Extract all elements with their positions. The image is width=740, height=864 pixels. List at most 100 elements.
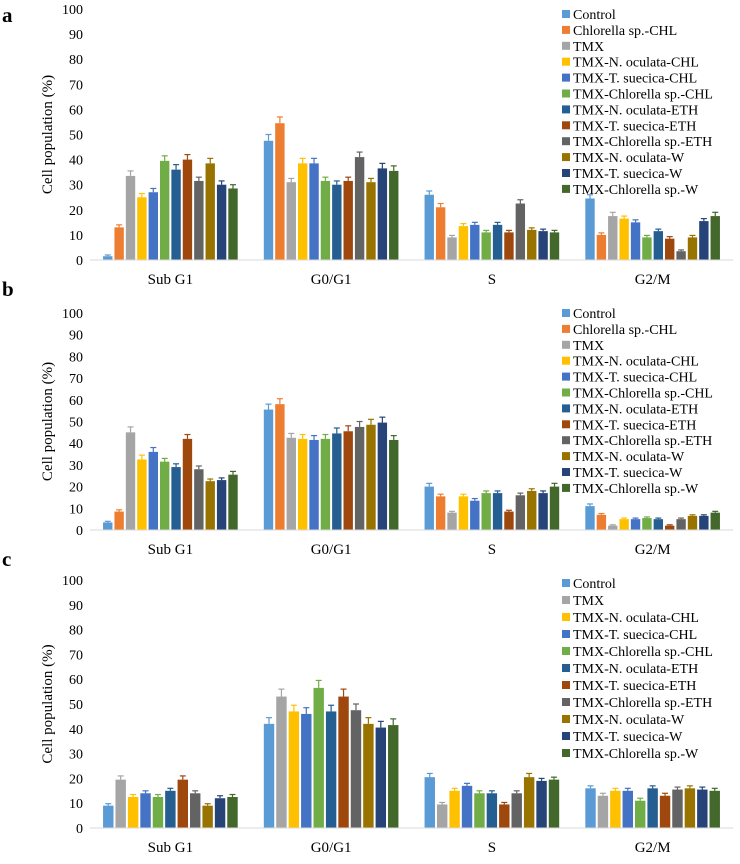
legend-swatch-tmx-chlorella-sp-w: [562, 483, 570, 492]
y-tick-label: 60: [69, 673, 83, 688]
y-tick-label: 10: [69, 229, 83, 244]
bar-tmx-chlorella-sp-eth-g0-g1: [354, 426, 365, 530]
bar-tmx-n-oculata-chl-sub-g1: [137, 197, 147, 260]
bar-tmx-t-suecica-chl-g2-m: [630, 519, 641, 530]
y-axis-label: Cell population (%): [40, 75, 56, 194]
bar-tmx-chlorella-sp-eth-s: [515, 203, 526, 260]
bar-control-sub-g1: [103, 805, 114, 828]
bar-tmx-n-oculata-chl-g0-g1: [288, 711, 300, 828]
bar-tmx-n-oculata-eth-g0-g1: [332, 433, 342, 530]
legend-label-control: Control: [573, 8, 616, 23]
bar-tmx-n-oculata-chl-s: [458, 496, 469, 530]
bar-chlorella-sp-chl-g0-g1: [275, 404, 285, 530]
bar-tmx-t-suecica-chl-sub-g1: [148, 451, 158, 530]
bar-tmx-n-oculata-chl-g0-g1: [297, 438, 308, 530]
bar-tmx-n-oculata-chl-g2-m: [610, 790, 621, 828]
bar-tmx-chlorella-sp-chl-sub-g1: [159, 461, 170, 530]
bar-tmx-chlorella-sp-chl-sub-g1: [159, 160, 170, 260]
legend-swatch-tmx-t-suecica-chl: [562, 630, 570, 638]
panel-a: a 0 10 20 30 40 50 60 70 80 90 100 Cell population …: [2, 3, 733, 288]
legend-swatch-tmx-t-suecica-eth: [562, 420, 570, 429]
legend-swatch-tmx-n-oculata-w: [562, 715, 570, 723]
y-tick-label: 60: [69, 103, 83, 118]
legend-label-tmx: TMX: [573, 40, 604, 55]
bar-control-g0-g1: [263, 409, 274, 530]
legend-swatch-tmx-n-oculata-chl: [562, 613, 570, 621]
bar-chlorella-sp-chl-s: [435, 496, 446, 530]
bar-tmx-g0-g1: [276, 696, 287, 828]
bar-tmx-t-suecica-chl-s: [470, 224, 480, 260]
bar-tmx-chlorella-sp-w-g0-g1: [388, 725, 399, 828]
legend-label-tmx-t-suecica-w: TMX-T. suecica-W: [573, 730, 683, 745]
y-tick-label: 20: [69, 481, 83, 496]
legend-label-tmx-chlorella-sp-eth: TMX-Chlorella sp.-ETH: [573, 434, 712, 449]
y-tick-label: 50: [69, 129, 83, 144]
bar-control-g2-m: [585, 788, 596, 828]
y-tick-label: 90: [69, 329, 83, 344]
bar-tmx-chlorella-sp-chl-s: [474, 793, 485, 828]
bar-tmx-g0-g1: [286, 437, 296, 530]
bar-chlorella-sp-chl-g2-m: [596, 514, 607, 530]
bar-tmx-chlorella-sp-eth-g2-m: [672, 789, 683, 828]
bar-tmx-chlorella-sp-chl-g0-g1: [320, 438, 331, 530]
panel-c: c 0 10 20 30 40 50 60 70 80 90 100 Cell population …: [2, 547, 733, 856]
bar-tmx-chlorella-sp-eth-g2-m: [676, 519, 686, 530]
legend-swatch-tmx-chlorella-sp-eth: [562, 698, 570, 706]
bar-tmx-chlorella-sp-eth-sub-g1: [194, 469, 204, 530]
legend-swatch-tmx-t-suecica-w: [562, 732, 570, 740]
y-tick-label: 70: [69, 78, 83, 93]
bar-tmx-t-suecica-w-g0-g1: [377, 168, 388, 260]
bar-chlorella-sp-chl-sub-g1: [114, 511, 124, 530]
legend-label-tmx-n-oculata-eth: TMX-N. oculata-ETH: [573, 402, 698, 417]
bar-tmx-sub-g1: [115, 779, 126, 828]
bar-control-g0-g1: [263, 723, 275, 828]
legend-label-tmx-n-oculata-chl: TMX-N. oculata-CHL: [573, 611, 699, 626]
bar-control-s: [424, 486, 434, 530]
legend-swatch-tmx-t-suecica-eth: [562, 681, 570, 689]
bar-tmx-t-suecica-chl-g2-m: [630, 222, 641, 260]
y-tick-label: 50: [69, 416, 83, 431]
legend-label-tmx-n-oculata-w: TMX-N. oculata-W: [573, 450, 685, 465]
category-label: S: [488, 542, 496, 558]
bar-control-s: [424, 194, 434, 260]
bar-tmx-n-oculata-w-sub-g1: [202, 805, 213, 828]
bar-tmx-n-oculata-chl-g0-g1: [297, 163, 308, 260]
y-tick-label: 70: [69, 648, 83, 663]
bar-tmx-chlorella-sp-w-g2-m: [710, 216, 720, 260]
legend-swatch-tmx-chlorella-sp-w: [562, 749, 570, 757]
legend-swatch-tmx-n-oculata-chl: [562, 57, 570, 66]
y-axis-label: Cell population (%): [40, 644, 56, 763]
bar-tmx-t-suecica-w-g0-g1: [375, 727, 387, 828]
bar-tmx-t-suecica-chl-g0-g1: [309, 439, 319, 530]
legend-label-tmx-t-suecica-w: TMX-T. suecica-W: [573, 466, 683, 481]
bar-tmx-n-oculata-eth-g2-m: [653, 231, 664, 260]
bar-tmx-chlorella-sp-w-sub-g1: [227, 797, 238, 828]
bar-tmx-t-suecica-chl-s: [470, 500, 480, 530]
bar-tmx-chlorella-sp-w-s: [549, 232, 560, 260]
bar-tmx-t-suecica-w-s: [538, 493, 548, 530]
bar-tmx-g0-g1: [286, 182, 296, 260]
legend-swatch-tmx-chlorella-sp-eth: [562, 436, 570, 445]
bar-tmx-n-oculata-chl-g2-m: [619, 519, 629, 530]
legend-swatch-tmx: [562, 596, 570, 604]
y-tick-label: 80: [69, 624, 83, 639]
category-label: G0/G1: [311, 542, 352, 558]
legend-swatch-tmx: [562, 340, 570, 349]
bar-control-g2-m: [585, 506, 595, 530]
category-label: Sub G1: [148, 272, 193, 288]
legend-swatch-chlorella-sp-chl: [562, 324, 570, 333]
legend-label-tmx-n-oculata-chl: TMX-N. oculata-CHL: [573, 355, 699, 370]
y-tick-label: 0: [76, 822, 83, 837]
legend-label-tmx-chlorella-sp-w: TMX-Chlorella sp.-W: [573, 482, 699, 497]
bar-tmx-n-oculata-chl-s: [458, 226, 469, 260]
y-tick-label: 20: [69, 204, 83, 219]
category-label: G2/M: [635, 272, 671, 288]
bar-tmx-chlorella-sp-eth-s: [515, 495, 526, 530]
bar-tmx-n-oculata-chl-g2-m: [619, 218, 629, 260]
bar-tmx-chlorella-sp-eth-g0-g1: [354, 157, 365, 260]
category-label: G2/M: [635, 542, 671, 558]
legend-swatch-control: [562, 10, 570, 18]
bar-control-g0-g1: [263, 140, 274, 260]
bar-tmx-chlorella-sp-chl-g2-m: [642, 237, 652, 260]
